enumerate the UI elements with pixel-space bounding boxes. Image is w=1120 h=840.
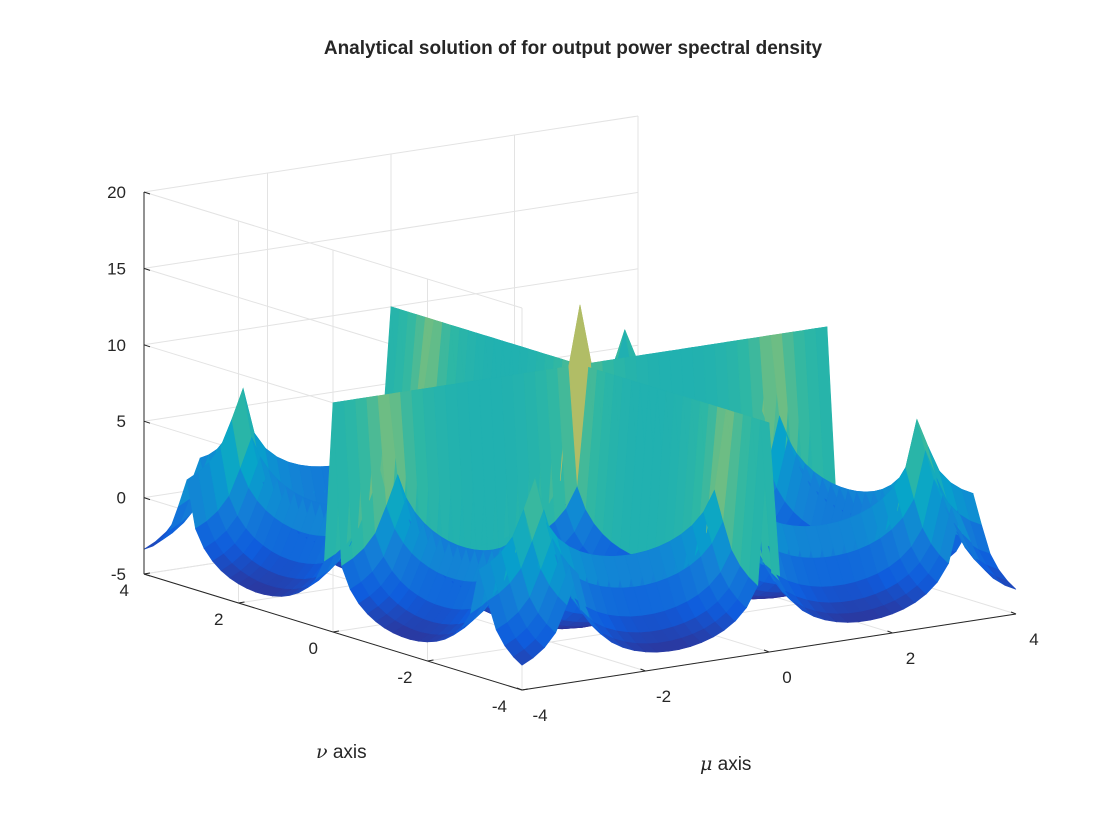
z-tick-mark: [143, 573, 151, 577]
x-tick-label: 4: [1029, 630, 1038, 649]
grid-line: [143, 191, 639, 269]
chart-title: Analytical solution of for output power …: [324, 38, 823, 59]
z-tick-label: 0: [117, 489, 126, 508]
x-tick-label: -4: [532, 706, 547, 725]
x-axis-label-text: axis: [712, 754, 751, 775]
z-tick-mark: [143, 420, 151, 424]
y-tick-label: -4: [492, 697, 507, 716]
x-tick-mark: [640, 668, 646, 672]
x-tick-label: -2: [656, 687, 671, 706]
z-tick-mark: [143, 191, 151, 195]
x-tick-mark: [516, 687, 523, 691]
y-tick-mark: [427, 659, 434, 662]
x-tick-mark: [763, 649, 770, 653]
surface-layer: [143, 304, 1017, 666]
surface-patch: [995, 576, 1017, 590]
z-tick-mark: [143, 497, 151, 501]
z-tick-label: 10: [107, 336, 126, 355]
y-tick-label: 0: [309, 639, 318, 658]
z-tick-label: 20: [107, 183, 126, 202]
y-tick-mark: [521, 688, 529, 691]
y-tick-label: 4: [120, 581, 129, 600]
z-tick-label: 15: [107, 259, 126, 278]
x-tick-label: 0: [782, 668, 791, 687]
grid-line: [143, 191, 523, 309]
z-tick-label: -5: [111, 565, 126, 584]
x-tick-mark: [887, 630, 893, 634]
y-tick-mark: [332, 630, 340, 633]
z-tick-label: 5: [117, 412, 126, 431]
y-axis-label: ν axis: [316, 741, 367, 763]
y-axis-label-text: axis: [328, 742, 367, 763]
y-axis-label-symbol: ν: [316, 741, 328, 763]
x-tick-label: 2: [906, 649, 915, 668]
z-tick-mark: [143, 267, 151, 271]
y-tick-mark: [238, 601, 245, 604]
x-tick-mark: [1010, 611, 1017, 615]
y-tick-label: -2: [397, 668, 412, 687]
grid-line: [143, 115, 639, 193]
x-axis-label-symbol: μ: [700, 753, 712, 775]
x-axis-label: μ axis: [700, 753, 751, 775]
y-tick-label: 2: [214, 610, 223, 629]
z-tick-mark: [143, 344, 151, 348]
